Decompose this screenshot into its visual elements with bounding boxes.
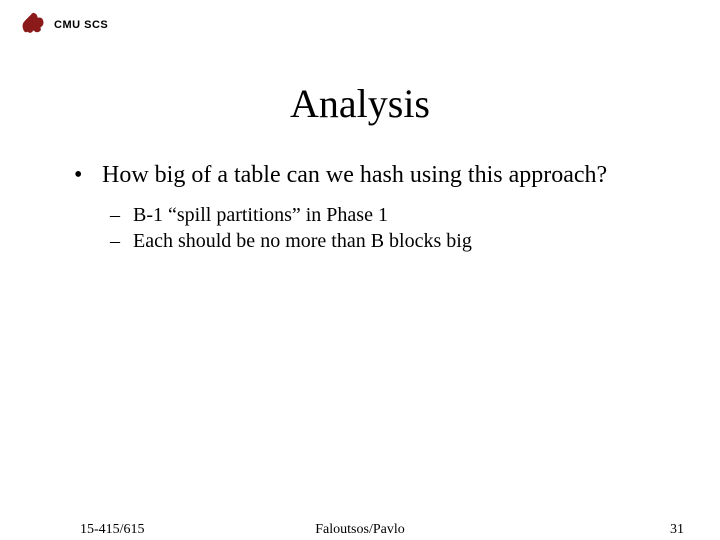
- slide: CMU SCS Analysis How big of a table can …: [0, 0, 720, 540]
- sub-bullet-item: Each should be no more than B blocks big: [110, 228, 680, 254]
- sub-bullet-text: B-1 “spill partitions” in Phase 1: [133, 204, 388, 226]
- sub-bullet-item: B-1 “spill partitions” in Phase 1: [110, 202, 680, 228]
- footer-authors: Faloutsos/Pavlo: [0, 522, 720, 538]
- bullet-item: How big of a table can we hash using thi…: [70, 160, 680, 190]
- sub-bullet-list: B-1 “spill partitions” in Phase 1 Each s…: [70, 202, 680, 254]
- slide-body: How big of a table can we hash using thi…: [70, 160, 680, 254]
- sub-bullet-text: Each should be no more than B blocks big: [133, 230, 472, 252]
- bullet-text: How big of a table can we hash using thi…: [102, 162, 607, 188]
- slide-title: Analysis: [0, 80, 720, 127]
- org-logo-icon: [18, 8, 46, 41]
- slide-header: CMU SCS: [18, 8, 108, 41]
- org-label: CMU SCS: [54, 19, 108, 31]
- footer-page-number: 31: [670, 522, 684, 538]
